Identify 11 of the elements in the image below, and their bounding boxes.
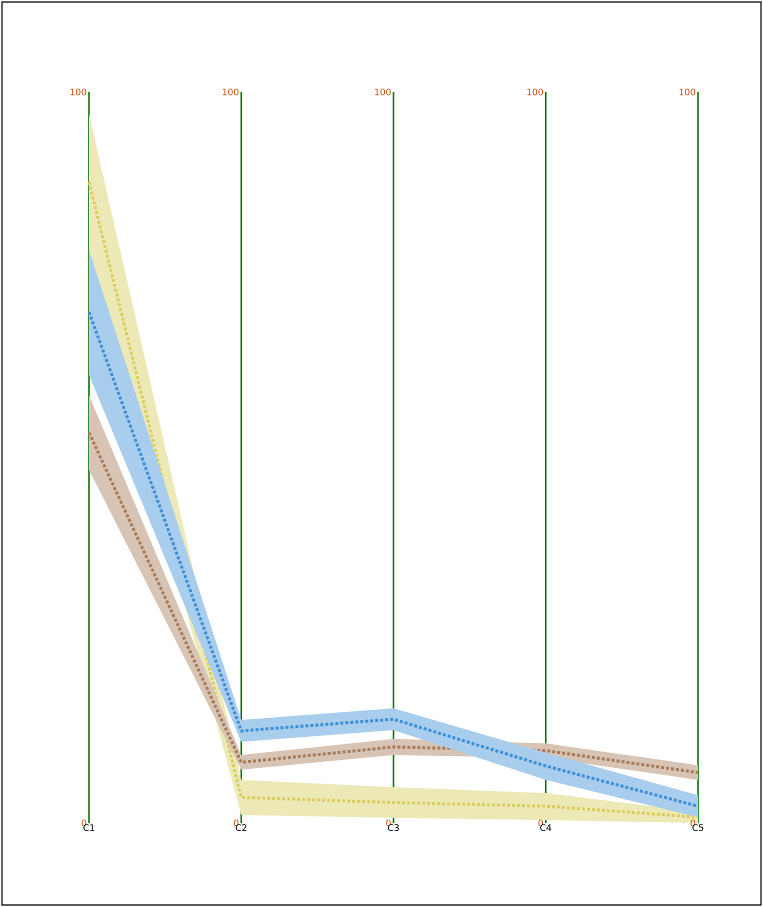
annotation: 100: [680, 88, 696, 96]
annotation: 0: [386, 820, 391, 826]
x-tick-label: C5: [692, 824, 704, 832]
x-tick-label: C3: [388, 824, 399, 832]
x-tick-label: C2: [236, 824, 246, 832]
annotation: 100: [527, 88, 543, 96]
annotation: 100: [222, 88, 238, 96]
annotation: 0: [690, 820, 696, 826]
annotation: 100: [375, 88, 391, 96]
x-tick-label: C4: [540, 824, 552, 832]
x-tick-label: C1: [83, 824, 94, 832]
